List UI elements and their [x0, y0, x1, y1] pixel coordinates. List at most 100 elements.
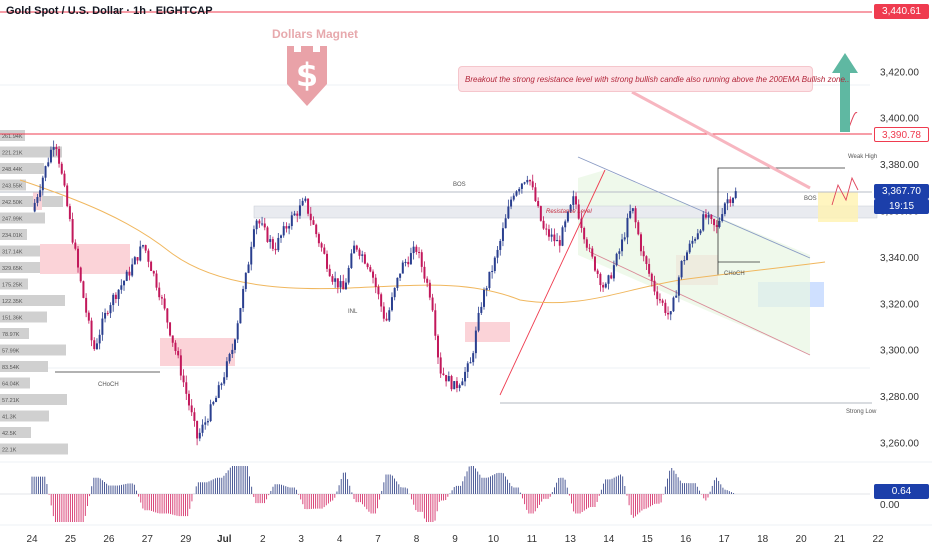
time-axis[interactable]: 24 25 26 27 29 Jul 2 3 4 7 8 9 10 11 13 14 15 16 17 18 20 21 2…: [26, 534, 884, 545]
candle-body: [193, 412, 196, 421]
supply-zone: [160, 338, 235, 366]
candle-body: [252, 229, 255, 247]
candle-body: [431, 297, 434, 311]
note-leader: [631, 90, 811, 190]
time-tick-label: Jul: [217, 534, 232, 545]
candle-body: [496, 249, 499, 258]
candle-body: [169, 322, 172, 336]
candle-body: [464, 371, 467, 382]
candle-body: [420, 252, 423, 267]
candle-body: [553, 234, 556, 242]
candle-body: [615, 253, 618, 266]
candle-body: [523, 182, 526, 184]
volume-profile-bar: [0, 163, 44, 174]
candle-body: [147, 250, 150, 262]
candle-body: [377, 286, 380, 295]
watermark-text: Dollars Magnet: [272, 27, 359, 41]
candle-body: [512, 195, 515, 200]
volume-profile-label: 122.35K: [2, 299, 23, 305]
candle-body: [599, 273, 602, 286]
candle-body: [71, 219, 74, 243]
volume-profile-label: 329.65K: [2, 266, 23, 272]
candle-body: [266, 227, 269, 242]
volume-profile-label: 243.55K: [2, 184, 23, 190]
candle-body: [217, 385, 220, 398]
candle-body: [141, 245, 144, 247]
candle-body: [515, 191, 518, 196]
candle-body: [699, 230, 702, 234]
breakout-zone: [818, 192, 858, 222]
candle-body: [726, 199, 729, 204]
candle-body: [409, 253, 412, 265]
candle-body: [504, 218, 507, 229]
candle-body: [250, 246, 253, 265]
candle-body: [44, 166, 47, 178]
candle-body: [282, 226, 285, 236]
candle-body: [187, 393, 190, 406]
price-axis[interactable]: 3,260.00 3,280.00 3,300.00 3,320.00 3,340.00…: [880, 67, 919, 449]
candle-body: [112, 294, 115, 306]
candle-body: [445, 374, 448, 382]
candle-body: [488, 271, 491, 289]
candle-body: [399, 273, 402, 278]
candle-body: [261, 223, 264, 225]
candle-body: [285, 226, 288, 229]
candle-body: [47, 162, 50, 167]
candle-body: [372, 271, 375, 278]
ema-200-line: [19, 179, 826, 304]
time-tick-label: 9: [452, 534, 458, 545]
candle-body: [667, 312, 670, 315]
candle-body: [182, 375, 185, 383]
candle-body: [55, 147, 58, 150]
channel-top: [577, 156, 811, 259]
candle-body: [220, 383, 223, 386]
svg-text:$: $: [296, 56, 318, 94]
candle-body: [664, 302, 667, 313]
candle-body: [41, 177, 44, 191]
candle-body: [95, 343, 98, 350]
candle-body: [160, 297, 163, 299]
candle-body: [361, 254, 364, 256]
candle-body: [385, 318, 388, 321]
candle-body: [242, 288, 245, 309]
dollar-sign-logo-icon: $: [287, 46, 327, 106]
projection-path: [831, 176, 859, 206]
candle-body: [637, 222, 640, 235]
candle-body: [629, 211, 632, 218]
candle-body: [583, 227, 586, 240]
candle-body: [120, 285, 123, 290]
candle-body: [442, 373, 445, 375]
candle-body: [312, 220, 315, 225]
candle-body: [588, 247, 591, 249]
candle-body: [612, 265, 615, 279]
price-tick-label: 3,420.00: [880, 67, 919, 78]
price-tick-label: 3,400.00: [880, 114, 919, 125]
candle-body: [60, 163, 63, 174]
price-tick-label: 3,300.00: [880, 346, 919, 357]
volume-profile-label: 247.99K: [2, 217, 23, 223]
candle-body: [650, 273, 653, 281]
candle-body: [702, 214, 705, 231]
candle-body: [715, 225, 718, 227]
candle-body: [212, 402, 215, 405]
candle-body: [645, 256, 648, 265]
time-tick-label: 3: [298, 534, 304, 545]
time-tick-label: 14: [603, 534, 615, 545]
time-tick-label: 16: [680, 534, 692, 545]
candle-body: [87, 312, 90, 321]
candle-body: [493, 257, 496, 271]
resistance-label: Resistance Level: [546, 209, 592, 215]
candle-body: [634, 208, 637, 223]
candle-body: [518, 188, 521, 192]
candle-body: [144, 245, 147, 251]
candle-body: [466, 363, 469, 372]
candle-body: [236, 323, 239, 340]
candle-body: [342, 281, 345, 290]
candle-body: [163, 298, 166, 309]
supply-zone: [465, 322, 510, 342]
candle-body: [317, 234, 320, 244]
volume-profile-label: 221.21K: [2, 151, 23, 157]
candle-body: [618, 251, 621, 254]
candle-body: [658, 299, 661, 301]
